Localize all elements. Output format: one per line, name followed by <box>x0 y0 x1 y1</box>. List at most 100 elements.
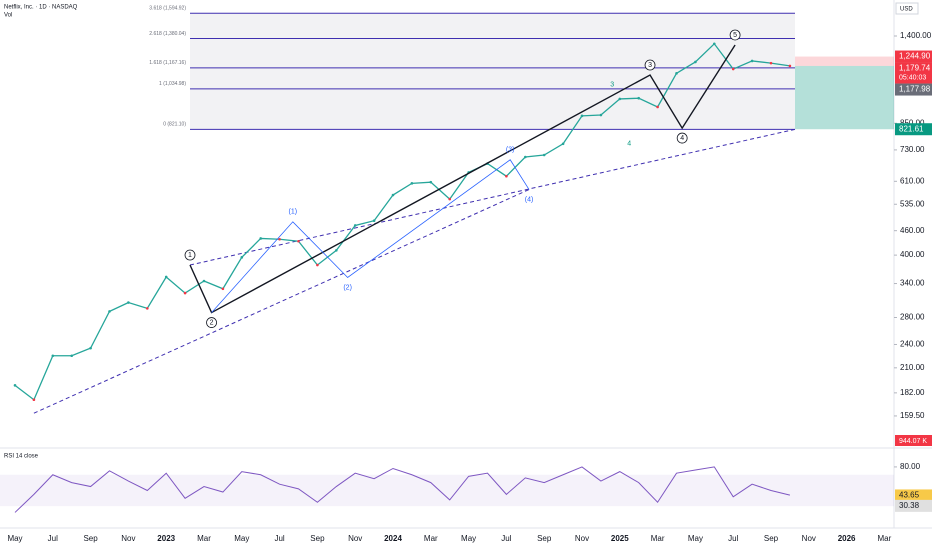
x-tick-label: May <box>234 534 249 543</box>
price-point <box>542 153 546 157</box>
wave-circle <box>644 59 656 71</box>
price-point <box>656 105 659 109</box>
price-point <box>713 42 716 46</box>
wave-label: 2 <box>210 319 214 326</box>
price-line <box>14 42 790 401</box>
wave-label: (3) <box>506 147 515 154</box>
price-point <box>32 398 36 402</box>
x-tick-label: Nov <box>121 534 135 543</box>
fib-label: 1.618 (1,167.16) <box>149 60 186 66</box>
y-tick-label: 340.00 <box>900 279 925 288</box>
wave-line <box>211 159 530 313</box>
price-point <box>278 237 281 241</box>
price-point <box>788 64 792 68</box>
y-tick-label: 535.00 <box>900 199 925 208</box>
wave-label: 3 <box>648 62 652 69</box>
volume-label: 944.07 K <box>899 438 927 445</box>
price-point <box>146 307 149 310</box>
rsi-line <box>14 466 791 513</box>
wave-line <box>189 44 736 314</box>
price-point <box>13 384 17 387</box>
channel-line <box>189 128 796 266</box>
price-tag <box>895 83 932 96</box>
wave-label: (4) <box>525 196 534 203</box>
fib-box <box>190 13 795 130</box>
wave-circle <box>206 317 217 328</box>
price-tag-label: 821.61 <box>899 124 924 133</box>
profit-zone <box>795 65 894 130</box>
price-tag <box>895 62 932 84</box>
x-tick-label: Jul <box>728 534 738 543</box>
price-tag <box>895 123 932 136</box>
price-point <box>70 354 73 358</box>
price-point <box>127 301 130 304</box>
price-tag-label: 1,179.74 <box>899 64 931 73</box>
price-point <box>429 180 433 184</box>
rsi-tag <box>895 489 932 502</box>
price-point <box>240 256 244 259</box>
x-tick-label: 2026 <box>838 534 856 543</box>
price-point <box>505 174 508 178</box>
y-tick-label: 210.00 <box>900 363 925 372</box>
x-tick-label: Sep <box>537 534 552 543</box>
price-tag-label: 1,177.98 <box>899 85 931 94</box>
y-tick-label: 850.00 <box>900 118 925 127</box>
wave-circle <box>676 132 688 144</box>
x-tick-label: 2023 <box>157 534 175 543</box>
y-tick-label: 400.00 <box>900 250 925 259</box>
x-tick-label: Mar <box>197 534 211 543</box>
x-tick-label: Jul <box>501 534 511 543</box>
rsi-tag-label: 30.38 <box>899 501 920 510</box>
price-point <box>202 279 206 283</box>
chart-title: Netflix, Inc. · 1D · NASDAQ <box>4 5 78 11</box>
y-tick-label: 460.00 <box>900 226 925 235</box>
price-point <box>89 346 92 350</box>
wave-circle <box>729 29 741 41</box>
price-point <box>221 287 225 291</box>
y-tick-label: 280.00 <box>900 313 925 322</box>
x-tick-label: Mar <box>424 534 438 543</box>
price-point <box>524 155 527 159</box>
price-point <box>164 275 168 279</box>
y-tick-label: 159.50 <box>900 411 925 420</box>
currency-box[interactable] <box>895 2 919 15</box>
x-tick-label: May <box>461 534 476 543</box>
rsi-tag <box>895 499 932 512</box>
price-tag-label: 1,244.90 <box>899 52 931 61</box>
x-tick-label: Mar <box>878 534 892 543</box>
fib-label: 2.618 (1,380.04) <box>149 31 186 37</box>
price-point <box>108 310 111 313</box>
rsi-title: RSI 14 close <box>4 454 39 460</box>
price-point <box>731 67 735 71</box>
fib-label: 0 (821.10) <box>163 122 186 128</box>
price-point <box>618 97 622 101</box>
price-point <box>51 354 55 358</box>
x-tick-label: 2025 <box>611 534 629 543</box>
price-point <box>561 142 565 146</box>
wave-label: 4 <box>680 135 684 142</box>
price-point <box>750 59 754 63</box>
wave-label: (1) <box>289 209 298 216</box>
rsi-band <box>0 474 894 507</box>
price-point <box>372 219 376 223</box>
price-point <box>769 61 773 65</box>
wave-circle <box>184 249 196 261</box>
x-tick-label: Nov <box>802 534 816 543</box>
price-point <box>637 96 640 100</box>
price-point <box>448 197 452 201</box>
price-point <box>599 113 603 117</box>
y-tick-label: 610.00 <box>900 176 925 185</box>
x-tick-label: Mar <box>651 534 665 543</box>
x-tick-label: Sep <box>764 534 779 543</box>
chart-subtitle: Vol <box>4 13 12 19</box>
loss-zone <box>795 56 894 66</box>
price-point <box>675 72 678 75</box>
volume-tag <box>895 435 932 446</box>
price-point <box>335 249 338 252</box>
price-point <box>183 291 187 295</box>
x-tick-label: Sep <box>83 534 98 543</box>
price-point <box>259 237 263 240</box>
x-tick-label: Jul <box>274 534 284 543</box>
